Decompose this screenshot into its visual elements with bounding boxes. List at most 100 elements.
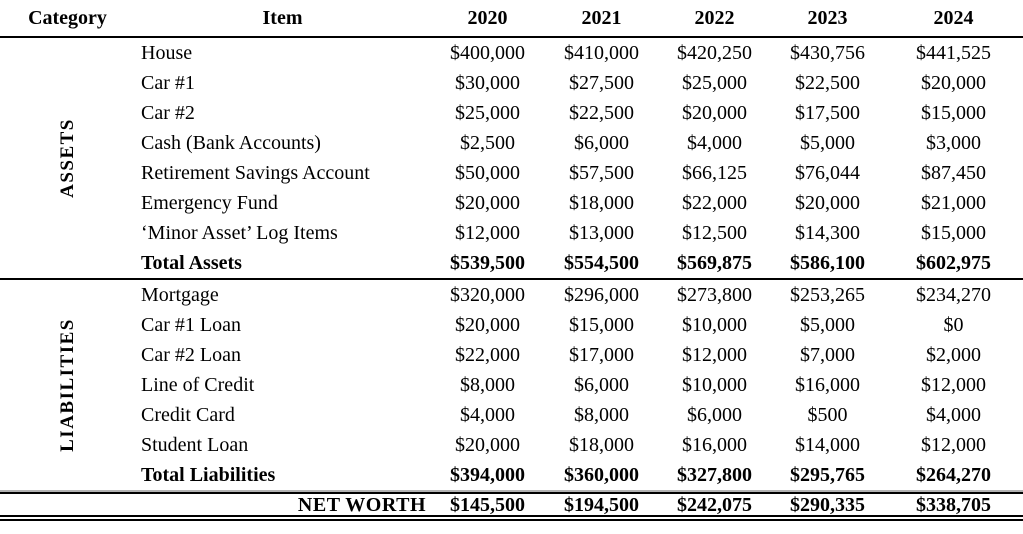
- value-cell: $22,000: [455, 343, 520, 366]
- value-cell: $76,044: [795, 161, 860, 184]
- table-row: Car #1 Loan $20,000 $15,000 $10,000 $5,000 $0: [0, 310, 1023, 340]
- value-cell: $3,000: [926, 131, 981, 154]
- value-cell: $20,000: [455, 433, 520, 456]
- item-cell: Total Liabilities: [141, 463, 276, 486]
- value-cell: $430,756: [790, 41, 865, 64]
- value-cell: $500: [807, 403, 848, 426]
- value-cell: $7,000: [800, 343, 855, 366]
- assets-section: ASSETS House $400,000 $410,000 $420,250 $430,…: [0, 38, 1023, 278]
- value-cell: $20,000: [795, 191, 860, 214]
- table-row: Car #2 $25,000 $22,500 $20,000 $17,500 $15,00…: [0, 98, 1023, 128]
- value-cell: $20,000: [921, 71, 986, 94]
- value-cell: $6,000: [574, 131, 629, 154]
- table-row: Total Assets $539,500 $554,500 $569,875 $586…: [0, 248, 1023, 278]
- value-cell: $25,000: [455, 101, 520, 124]
- bottom-double-rule: [0, 515, 1023, 521]
- value-cell: $10,000: [682, 313, 747, 336]
- item-cell: Car #2 Loan: [141, 343, 241, 366]
- net-worth-row: NET WORTH $145,500 $194,500 $242,075 $29…: [0, 494, 1023, 516]
- value-cell: $17,500: [795, 101, 860, 124]
- value-cell: $6,000: [574, 373, 629, 396]
- table-row: Line of Credit $8,000 $6,000 $10,000 $16,000…: [0, 370, 1023, 400]
- value-cell: $264,270: [916, 463, 991, 486]
- value-cell: $27,500: [569, 71, 634, 94]
- liabilities-section: LIABILITIES Mortgage $320,000 $296,000 $273,…: [0, 280, 1023, 490]
- header-divider-rule: [0, 36, 1023, 38]
- column-header-year-2022: 2022: [694, 6, 735, 29]
- value-cell: $15,000: [921, 101, 986, 124]
- value-cell: $17,000: [569, 343, 634, 366]
- table-row: Car #2 Loan $22,000 $17,000 $12,000 $7,000 $2…: [0, 340, 1023, 370]
- table-row: Cash (Bank Accounts) $2,500 $6,000 $4,000 $5…: [0, 128, 1023, 158]
- value-cell: $15,000: [921, 221, 986, 244]
- value-cell: $22,500: [795, 71, 860, 94]
- value-cell: $394,000: [450, 463, 525, 486]
- value-cell: $602,975: [916, 251, 991, 274]
- value-cell: $253,265: [790, 283, 865, 306]
- table-row: House $400,000 $410,000 $420,250 $430,756 $44…: [0, 38, 1023, 68]
- table-row: Credit Card $4,000 $8,000 $6,000 $500 $4,000: [0, 400, 1023, 430]
- item-cell: Emergency Fund: [141, 191, 278, 214]
- value-cell: $57,500: [569, 161, 634, 184]
- net-worth-value-2021: $194,500: [564, 494, 639, 516]
- value-cell: $360,000: [564, 463, 639, 486]
- value-cell: $5,000: [800, 131, 855, 154]
- value-cell: $10,000: [682, 373, 747, 396]
- value-cell: $20,000: [455, 191, 520, 214]
- item-cell: Student Loan: [141, 433, 249, 456]
- value-cell: $16,000: [795, 373, 860, 396]
- column-header-year-2023: 2023: [807, 6, 848, 29]
- value-cell: $14,000: [795, 433, 860, 456]
- value-cell: $441,525: [916, 41, 991, 64]
- value-cell: $8,000: [574, 403, 629, 426]
- value-cell: $87,450: [921, 161, 986, 184]
- value-cell: $569,875: [677, 251, 752, 274]
- table-row: Mortgage $320,000 $296,000 $273,800 $253,265…: [0, 280, 1023, 310]
- value-cell: $30,000: [455, 71, 520, 94]
- value-cell: $5,000: [800, 313, 855, 336]
- column-header-category: Category: [28, 6, 107, 29]
- value-cell: $586,100: [790, 251, 865, 274]
- value-cell: $18,000: [569, 433, 634, 456]
- item-cell: Car #1 Loan: [141, 313, 241, 336]
- value-cell: $296,000: [564, 283, 639, 306]
- value-cell: $13,000: [569, 221, 634, 244]
- value-cell: $539,500: [450, 251, 525, 274]
- value-cell: $22,000: [682, 191, 747, 214]
- value-cell: $20,000: [682, 101, 747, 124]
- value-cell: $234,270: [916, 283, 991, 306]
- value-cell: $6,000: [687, 403, 742, 426]
- value-cell: $2,500: [460, 131, 515, 154]
- value-cell: $20,000: [455, 313, 520, 336]
- column-header-year-2024: 2024: [933, 6, 974, 29]
- item-cell: Cash (Bank Accounts): [141, 131, 321, 154]
- value-cell: $554,500: [564, 251, 639, 274]
- liabilities-networth-divider-rule: [0, 490, 1023, 494]
- value-cell: $15,000: [569, 313, 634, 336]
- column-header-year-2021: 2021: [581, 6, 622, 29]
- value-cell: $0: [943, 313, 964, 336]
- table-row: Retirement Savings Account $50,000 $57,500…: [0, 158, 1023, 188]
- value-cell: $22,500: [569, 101, 634, 124]
- net-worth-value-2022: $242,075: [677, 494, 752, 516]
- value-cell: $12,500: [682, 221, 747, 244]
- value-cell: $273,800: [677, 283, 752, 306]
- value-cell: $4,000: [926, 403, 981, 426]
- value-cell: $66,125: [682, 161, 747, 184]
- column-header-item: Item: [262, 6, 303, 29]
- value-cell: $18,000: [569, 191, 634, 214]
- value-cell: $420,250: [677, 41, 752, 64]
- value-cell: $400,000: [450, 41, 525, 64]
- value-cell: $4,000: [460, 403, 515, 426]
- value-cell: $8,000: [460, 373, 515, 396]
- column-header-year-2020: 2020: [467, 6, 508, 29]
- value-cell: $12,000: [921, 373, 986, 396]
- value-cell: $410,000: [564, 41, 639, 64]
- value-cell: $25,000: [682, 71, 747, 94]
- table-row: ‘Minor Asset’ Log Items $12,000 $13,000 $12…: [0, 218, 1023, 248]
- value-cell: $295,765: [790, 463, 865, 486]
- item-cell: Car #2: [141, 101, 195, 124]
- assets-liabilities-divider-rule: [0, 278, 1023, 280]
- value-cell: $14,300: [795, 221, 860, 244]
